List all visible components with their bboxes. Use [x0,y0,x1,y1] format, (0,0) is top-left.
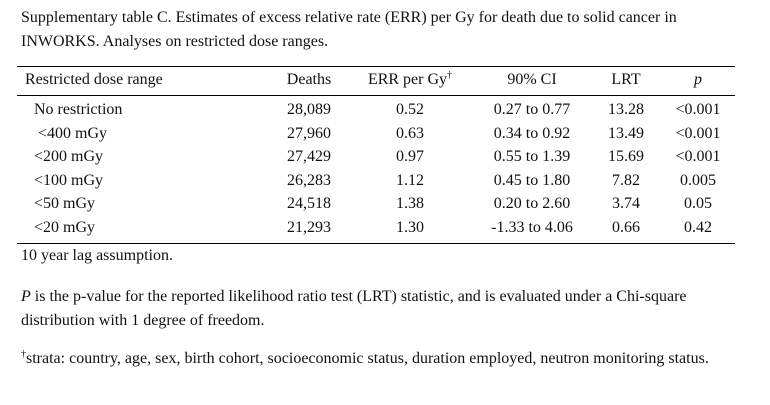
cell-dose-range: <100 mGy [34,172,104,189]
cell-p: <0.001 [675,125,721,142]
cell-lrt: 15.69 [608,148,644,165]
cell-deaths: 28,089 [287,101,331,118]
header-err-dagger: † [447,70,453,81]
cell-err: 0.52 [396,101,424,118]
header-lrt: LRT [611,71,641,88]
header-dose-range: Restricted dose range [25,71,163,88]
cell-lrt: 7.82 [612,172,640,189]
cell-p: 0.42 [684,219,712,236]
cell-dose-range: <50 mGy [34,195,96,212]
cell-deaths: 27,429 [287,148,331,165]
strata-note: †strata: country, age, sex, birth cohort… [21,347,741,371]
cell-lrt: 3.74 [612,195,640,212]
cell-err: 0.63 [396,125,424,142]
cell-err: 1.38 [396,195,424,212]
cell-ci: 0.55 to 1.39 [493,148,571,165]
strata-dagger: † [21,349,26,360]
header-p: p [694,71,702,88]
p-symbol: P [21,288,31,305]
p-value-note: P is the p-value for the reported likeli… [21,285,741,333]
cell-err: 0.97 [396,148,424,165]
cell-deaths: 26,283 [287,172,331,189]
cell-p: <0.001 [675,101,721,118]
cell-ci: 0.34 to 0.92 [493,125,571,142]
cell-deaths: 24,518 [287,195,331,212]
header-ci: 90% CI [507,71,557,88]
cell-ci: 0.27 to 0.77 [493,101,571,118]
cell-p: <0.001 [675,148,721,165]
header-err-label: ERR per Gy [367,71,448,88]
cell-dose-range: <20 mGy [34,219,96,236]
cell-dose-range: <400 mGy [38,125,108,142]
header-deaths: Deaths [286,71,332,88]
cell-deaths: 21,293 [287,219,331,236]
p-value-text: is the p-value for the reported likeliho… [21,288,687,329]
table-bottom-rule [17,243,735,244]
cell-p: 0.05 [684,195,712,212]
cell-p: 0.005 [680,172,716,189]
lag-note: 10 year lag assumption. [21,247,173,264]
cell-dose-range: <200 mGy [34,148,104,165]
cell-err: 1.30 [396,219,424,236]
cell-ci: 0.20 to 2.60 [493,195,571,212]
strata-text: strata: country, age, sex, birth cohort,… [26,350,709,367]
cell-dose-range: No restriction [34,101,123,118]
cell-ci: 0.45 to 1.80 [493,172,571,189]
header-err: ERR per Gy† [360,69,460,91]
cell-err: 1.12 [396,172,424,189]
cell-lrt: 0.66 [612,219,640,236]
cell-lrt: 13.28 [608,101,644,118]
table-header-rule [17,95,735,96]
cell-deaths: 27,960 [287,125,331,142]
cell-ci: -1.33 to 4.06 [491,219,573,236]
table-caption: Supplementary table C. Estimates of exce… [21,9,677,50]
table-top-rule [17,66,735,67]
cell-lrt: 13.49 [608,125,644,142]
